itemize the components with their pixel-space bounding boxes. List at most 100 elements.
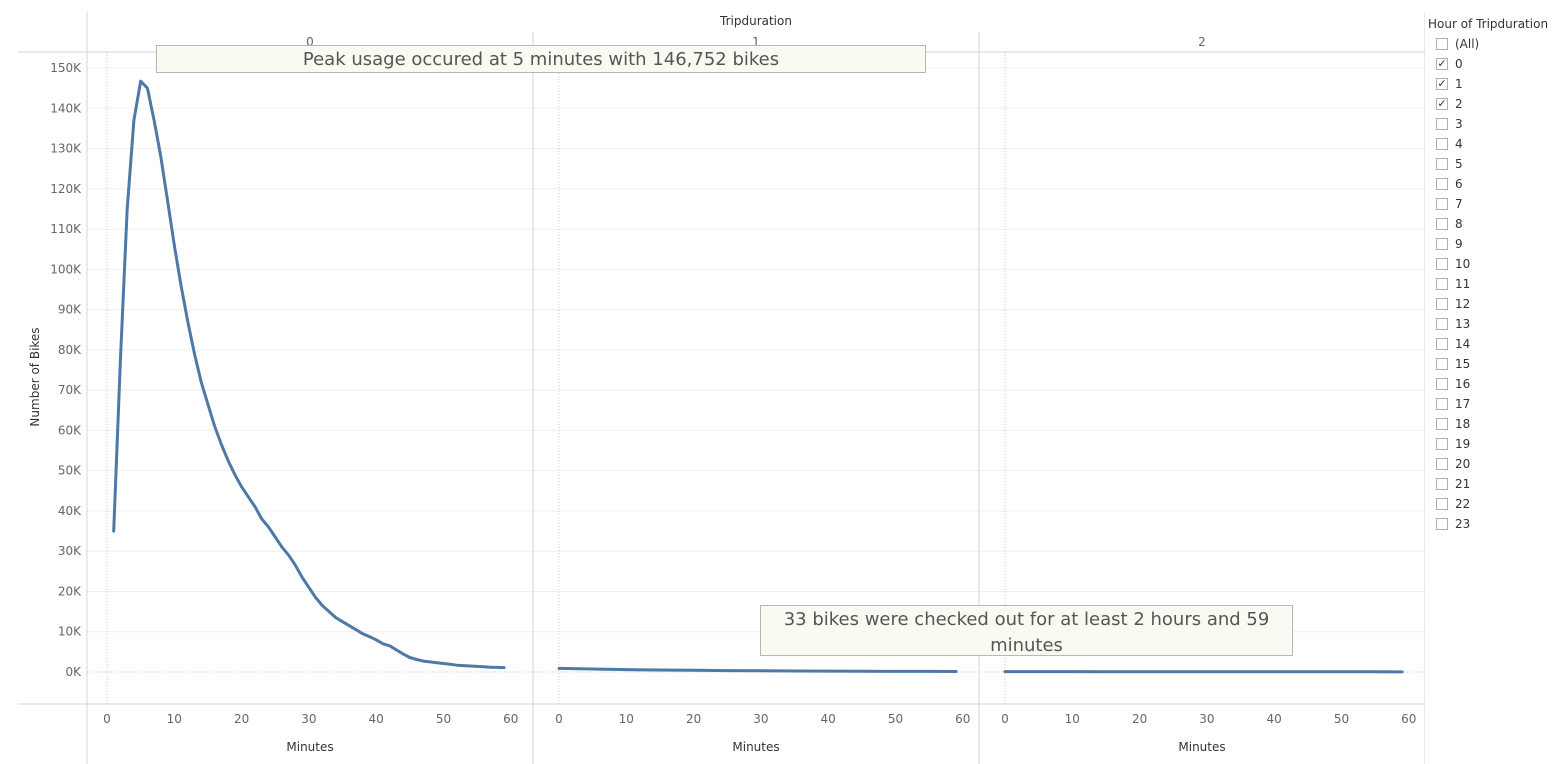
series-line [557, 666, 958, 673]
filter-items: (All) ✓ 0 ✓ 1 ✓ 2 3 4 5 6 7 8 9 10 11 12 13 14 15 16 17 18 19 20… [1428, 34, 1553, 534]
filter-title: Hour of Tripduration [1428, 17, 1549, 31]
checkbox-icon[interactable] [1436, 498, 1448, 510]
checkbox-icon[interactable] [1436, 138, 1448, 150]
peak-annotation: Peak usage occured at 5 minutes with 146… [156, 45, 926, 73]
checkbox-icon[interactable] [1436, 398, 1448, 410]
filter-item[interactable]: 7 [1428, 194, 1553, 214]
filter-item[interactable]: 22 [1428, 494, 1553, 514]
filter-item[interactable]: 10 [1428, 254, 1553, 274]
filter-item[interactable]: 21 [1428, 474, 1553, 494]
filter-item[interactable]: 18 [1428, 414, 1553, 434]
series-line [112, 79, 506, 670]
y-tick-label: 110K [50, 222, 82, 236]
y-tick-label: 20K [58, 584, 82, 598]
filter-item[interactable]: 6 [1428, 174, 1553, 194]
filter-item[interactable]: 4 [1428, 134, 1553, 154]
x-tick-label: 40 [1267, 712, 1282, 726]
filter-item[interactable]: 14 [1428, 334, 1553, 354]
filter-item-label: 23 [1455, 517, 1471, 531]
x-axis-label: Minutes [732, 740, 779, 754]
filter-item-label: 0 [1455, 57, 1463, 71]
filter-item-label: (All) [1455, 37, 1480, 51]
checkbox-icon[interactable] [1436, 198, 1448, 210]
x-tick-label: 20 [1132, 712, 1147, 726]
checkbox-icon[interactable] [1436, 418, 1448, 430]
filter-item-label: 10 [1455, 257, 1471, 271]
checkbox-icon[interactable] [1436, 258, 1448, 270]
checkbox-icon[interactable] [1436, 38, 1448, 50]
filter-item[interactable]: 8 [1428, 214, 1553, 234]
filter-item[interactable]: 23 [1428, 514, 1553, 534]
checkbox-icon[interactable] [1436, 238, 1448, 250]
filter-item-label: 2 [1455, 97, 1463, 111]
x-tick-label: 10 [619, 712, 634, 726]
checkbox-icon[interactable] [1436, 158, 1448, 170]
filter-item-label: 15 [1455, 357, 1471, 371]
filter-item-label: 5 [1455, 157, 1463, 171]
filter-item-label: 13 [1455, 317, 1471, 331]
filter-item[interactable]: 9 [1428, 234, 1553, 254]
y-tick-label: 150K [50, 61, 82, 75]
checkbox-icon[interactable] [1436, 218, 1448, 230]
filter-item-label: 17 [1455, 397, 1471, 411]
checkbox-icon[interactable] [1436, 478, 1448, 490]
pane-header: 1 [752, 35, 760, 49]
filter-item[interactable]: 15 [1428, 354, 1553, 374]
checkbox-icon[interactable] [1436, 338, 1448, 350]
y-tick-label: 30K [58, 544, 82, 558]
checkbox-icon[interactable] [1436, 438, 1448, 450]
checkbox-icon[interactable] [1436, 318, 1448, 330]
filter-item[interactable]: 19 [1428, 434, 1553, 454]
filter-item[interactable]: ✓ 1 [1428, 74, 1553, 94]
filter-item[interactable]: 20 [1428, 454, 1553, 474]
tripduration-line-chart: Tripduration Number of Bikes 0K 10K 20K 30K… [18, 12, 1425, 764]
checkbox-checked-icon[interactable]: ✓ [1436, 97, 1448, 110]
filter-item-label: 4 [1455, 137, 1463, 151]
filter-item-label: 16 [1455, 377, 1471, 391]
filter-item[interactable]: (All) [1428, 34, 1553, 54]
x-tick-label: 60 [503, 712, 518, 726]
filter-item-label: 3 [1455, 117, 1463, 131]
checkbox-checked-icon[interactable]: ✓ [1436, 57, 1448, 70]
checkbox-icon[interactable] [1436, 458, 1448, 470]
pane-header: 2 [1198, 35, 1206, 49]
checkbox-icon[interactable] [1436, 118, 1448, 130]
filter-item-label: 21 [1455, 477, 1471, 491]
y-tick-labels: 0K 10K 20K 30K 40K 50K 60K 70K 80K 90K 100K 110K 120… [50, 61, 82, 679]
y-tick-label: 130K [50, 142, 82, 156]
filter-item[interactable]: 11 [1428, 274, 1553, 294]
filter-item[interactable]: ✓ 2 [1428, 94, 1553, 114]
filter-item-label: 1 [1455, 77, 1463, 91]
checkbox-icon[interactable] [1436, 378, 1448, 390]
filter-item[interactable]: 12 [1428, 294, 1553, 314]
checkbox-icon[interactable] [1436, 358, 1448, 370]
checkbox-icon[interactable] [1436, 518, 1448, 530]
filter-item[interactable]: 17 [1428, 394, 1553, 414]
filter-item[interactable]: ✓ 0 [1428, 54, 1553, 74]
checkbox-icon[interactable] [1436, 298, 1448, 310]
y-tick-label: 80K [58, 343, 82, 357]
panel-0: 0 0 10 20 30 40 50 60 Minutes [103, 35, 518, 754]
x-tick-label: 0 [555, 712, 563, 726]
filter-item-label: 8 [1455, 217, 1463, 231]
y-tick-label: 0K [65, 665, 82, 679]
checkbox-icon[interactable] [1436, 178, 1448, 190]
y-tick-label: 70K [58, 383, 82, 397]
filter-item[interactable]: 5 [1428, 154, 1553, 174]
checkbox-icon[interactable] [1436, 278, 1448, 290]
column-header: Tripduration [719, 14, 792, 28]
filter-item[interactable]: 13 [1428, 314, 1553, 334]
y-tick-label: 120K [50, 182, 82, 196]
x-tick-label: 10 [167, 712, 182, 726]
filter-item[interactable]: 16 [1428, 374, 1553, 394]
checkbox-checked-icon[interactable]: ✓ [1436, 77, 1448, 90]
x-axis-label: Minutes [1178, 740, 1225, 754]
filter-item-label: 18 [1455, 417, 1471, 431]
y-tick-label: 60K [58, 423, 82, 437]
filter-item-label: 6 [1455, 177, 1463, 191]
filter-item-label: 12 [1455, 297, 1471, 311]
filter-item[interactable]: 3 [1428, 114, 1553, 134]
